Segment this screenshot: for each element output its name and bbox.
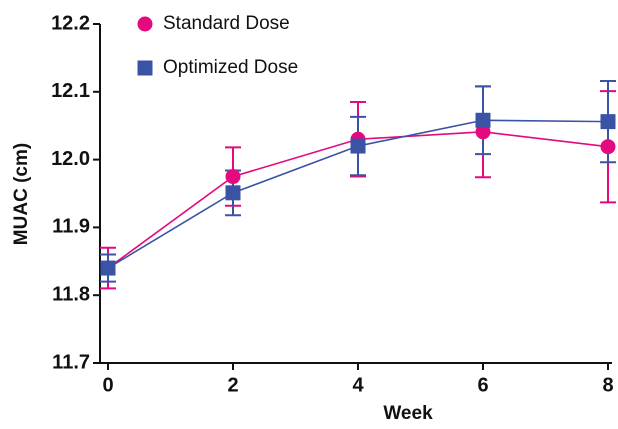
point	[350, 138, 366, 154]
x-tick-label: 2	[227, 374, 238, 396]
x-tick-label: 4	[352, 374, 364, 396]
point	[225, 169, 241, 185]
x-tick-label: 0	[102, 374, 113, 396]
point	[600, 139, 616, 155]
y-tick-label: 11.9	[52, 216, 90, 238]
y-axis-label: MUAC (cm)	[11, 143, 32, 245]
point	[475, 112, 491, 128]
point	[600, 114, 616, 130]
legend-marker	[137, 60, 153, 76]
legend-label: Optimized Dose	[163, 57, 298, 78]
x-axis-label: Week	[383, 403, 433, 424]
x-tick-label: 8	[602, 374, 613, 396]
point	[475, 124, 491, 140]
point	[100, 260, 116, 276]
y-tick-label: 12.0	[51, 148, 90, 170]
point	[225, 185, 241, 201]
y-tick-label: 11.7	[52, 351, 90, 373]
y-tick-label: 12.1	[51, 80, 90, 102]
x-tick-label: 6	[477, 374, 488, 396]
legend-marker	[137, 16, 153, 32]
legend-label: Standard Dose	[163, 13, 290, 34]
y-tick-label: 11.8	[52, 283, 90, 305]
y-tick-label: 12.2	[51, 12, 90, 34]
